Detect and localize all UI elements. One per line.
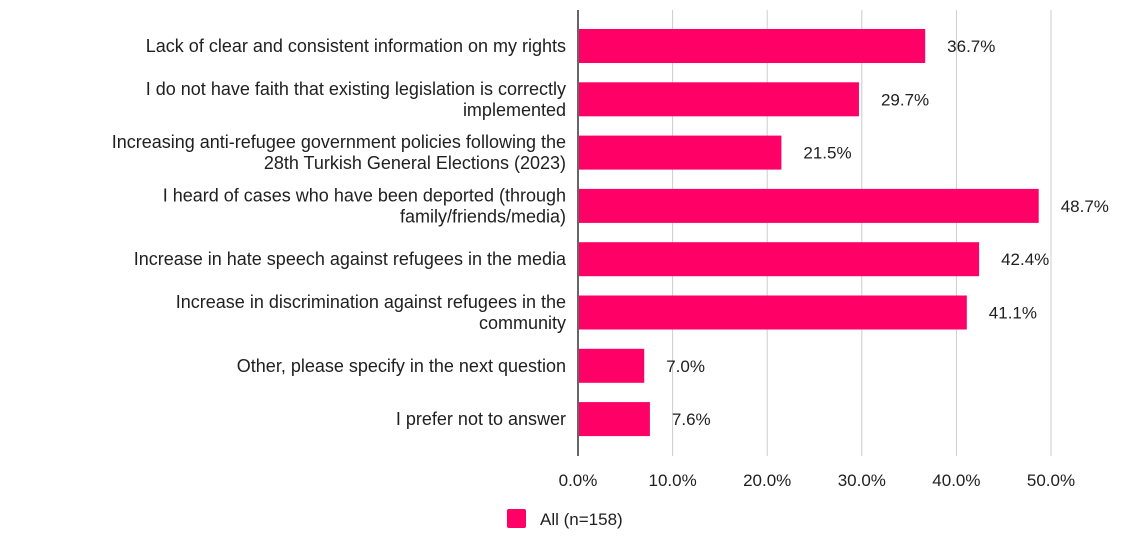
value-label: 41.1% <box>989 304 1037 323</box>
bar <box>579 402 650 437</box>
value-labels: 36.7% 29.7% 21.5% 48.7% 42.4% 41.1% 7.0% 7.6% <box>666 37 1109 429</box>
bar <box>579 135 782 170</box>
category-label: Increase in discrimination against refug… <box>176 292 566 312</box>
category-label: I heard of cases who have been deported … <box>163 185 566 205</box>
bar <box>579 29 926 63</box>
bar <box>579 295 967 330</box>
category-label: Increase in hate speech against refugees… <box>134 249 567 269</box>
category-label: implemented <box>463 100 566 120</box>
category-label: I prefer not to answer <box>396 409 566 429</box>
x-tick-label: 30.0% <box>838 471 886 490</box>
bar <box>579 188 1039 223</box>
value-label: 7.6% <box>672 410 711 429</box>
bar <box>579 242 980 277</box>
value-label: 7.0% <box>666 357 705 376</box>
legend: All (n=158) <box>507 509 623 529</box>
value-label: 42.4% <box>1001 250 1049 269</box>
x-tick-label: 0.0% <box>559 471 598 490</box>
category-label: community <box>479 313 566 333</box>
value-label: 48.7% <box>1061 197 1109 216</box>
legend-swatch <box>507 509 526 528</box>
value-label: 29.7% <box>881 90 929 109</box>
value-label: 21.5% <box>803 144 851 163</box>
category-label: Lack of clear and consistent information… <box>146 36 566 56</box>
x-tick-label: 50.0% <box>1027 471 1075 490</box>
bar <box>579 82 859 117</box>
category-labels: Lack of clear and consistent information… <box>112 36 567 429</box>
x-tick-label: 20.0% <box>743 471 791 490</box>
value-label: 36.7% <box>947 37 995 56</box>
category-label: 28th Turkish General Elections (2023) <box>264 153 566 173</box>
legend-label: All (n=158) <box>540 510 623 529</box>
category-label: Other, please specify in the next questi… <box>237 356 566 376</box>
bar <box>579 348 645 383</box>
category-label: Increasing anti-refugee government polic… <box>112 132 566 152</box>
category-label: family/friends/media) <box>400 206 566 226</box>
x-tick-label: 10.0% <box>648 471 696 490</box>
x-tick-labels: 0.0% 10.0% 20.0% 30.0% 40.0% 50.0% <box>559 471 1075 490</box>
category-label: I do not have faith that existing legisl… <box>146 79 566 99</box>
x-tick-label: 40.0% <box>932 471 980 490</box>
gridlines <box>672 10 1052 456</box>
bars <box>579 29 1039 437</box>
